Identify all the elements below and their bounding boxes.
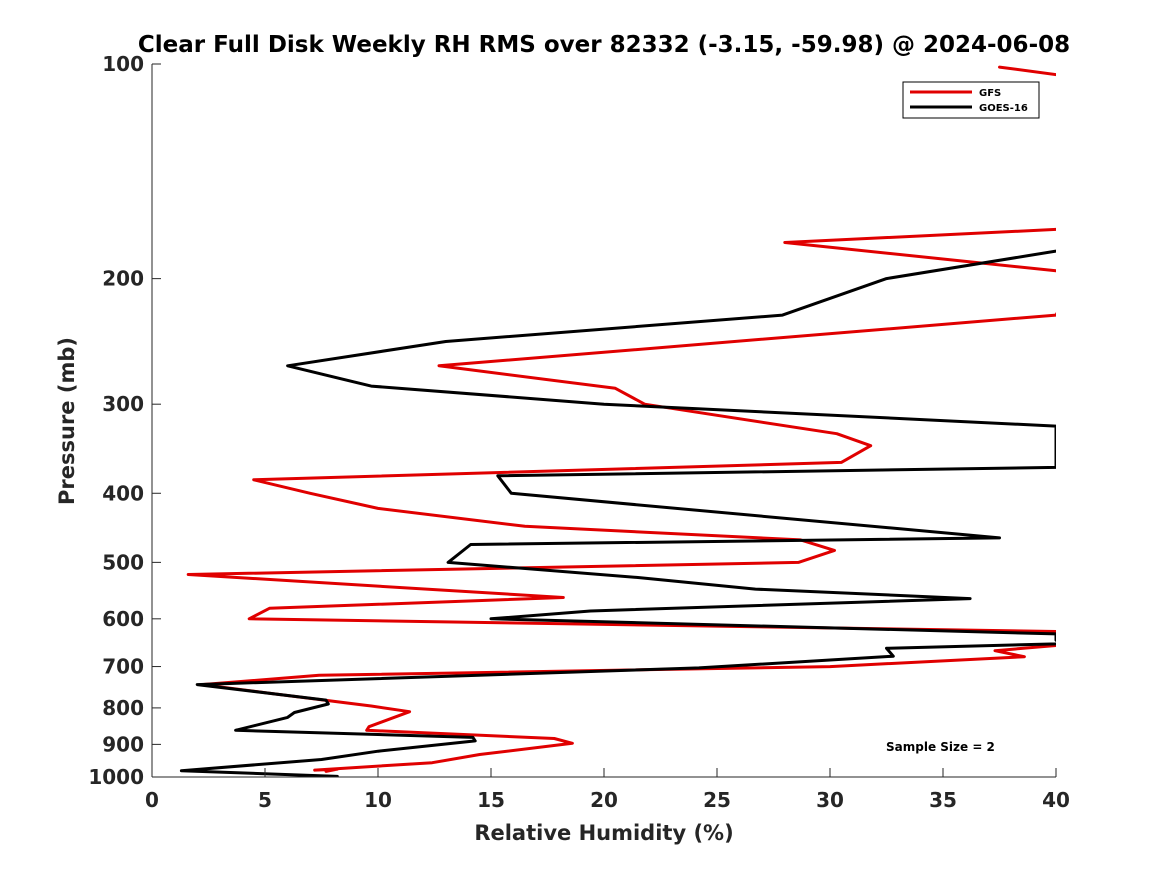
x-tick-label: 30: [816, 788, 844, 812]
x-tick-label: 10: [364, 788, 392, 812]
y-tick-label: 200: [102, 267, 144, 291]
y-tick-label: 300: [102, 392, 144, 416]
x-tick-label: 35: [929, 788, 957, 812]
x-tick-label: 25: [703, 788, 731, 812]
x-tick-label: 15: [477, 788, 505, 812]
legend-label-goes16: GOES-16: [979, 103, 1028, 114]
y-tick-label: 1000: [88, 765, 144, 789]
series-layer: [179, 65, 1056, 777]
x-tick-label: 5: [258, 788, 272, 812]
series-line-goes16: [179, 249, 1056, 777]
y-tick-label: 700: [102, 655, 144, 679]
x-tick-label: 0: [145, 788, 159, 812]
y-tick-label: 900: [102, 732, 144, 756]
chart-title: Clear Full Disk Weekly RH RMS over 82332…: [138, 32, 1070, 58]
legend-label-gfs: GFS: [979, 88, 1001, 99]
y-tick-label: 500: [102, 550, 144, 574]
legend: GFS GOES-16: [902, 81, 1040, 119]
y-tick-label: 800: [102, 696, 144, 720]
sample-size-annotation: Sample Size = 2: [886, 740, 995, 754]
series-line-gfs: [186, 65, 1056, 773]
x-tick-label: 20: [590, 788, 618, 812]
y-tick-label: 400: [102, 481, 144, 505]
y-axis-title: Pressure (mb): [55, 337, 79, 505]
legend-box: [902, 81, 1040, 119]
axes-layer: 0 5 10 15 20 25 30 35 40 100 200 300 400 500 600 700 800…: [88, 52, 1070, 812]
y-tick-label: 600: [102, 607, 144, 631]
y-tick-label: 100: [102, 52, 144, 76]
x-axis-title: Relative Humidity (%): [474, 821, 733, 845]
x-tick-label: 40: [1042, 788, 1070, 812]
